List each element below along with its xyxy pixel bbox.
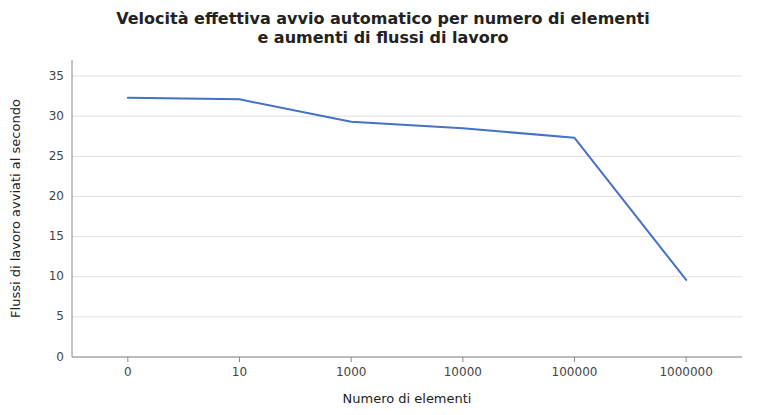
y-tick-label: 0	[56, 350, 64, 364]
x-tick	[686, 357, 687, 362]
y-tick-label: 20	[49, 189, 64, 203]
data-line	[128, 98, 686, 280]
chart-container: 0 5 10 15 20 25 30 35 0 10 1000 10000 100000 1000000 V…	[0, 0, 766, 415]
y-tick-label: 35	[49, 69, 64, 83]
grid-line	[72, 316, 742, 317]
y-tick-label: 30	[49, 109, 64, 123]
grid-line	[72, 357, 742, 358]
x-tick-label: 1000000	[659, 365, 712, 379]
grid-line	[72, 116, 742, 117]
title: Velocità effettiva avvio automatico per …	[116, 9, 650, 47]
y-tick-label: 15	[49, 229, 64, 243]
x-axis-line	[72, 357, 742, 358]
chart: 0 5 10 15 20 25 30 35 0 10 1000 10000 100000 1000000 V…	[0, 0, 766, 415]
grid-line	[72, 156, 742, 157]
y-tick-label: 10	[49, 269, 64, 283]
grid-line	[72, 196, 742, 197]
x-tick	[127, 357, 128, 362]
y-tick-label: 25	[49, 149, 64, 163]
x-tick-label: 10000	[444, 365, 482, 379]
y-tick-label: 5	[56, 309, 64, 323]
x-tick-label: 100000	[552, 365, 598, 379]
x-tick-label: 0	[124, 365, 132, 379]
x-tick	[574, 357, 575, 362]
x-tick	[462, 357, 463, 362]
grid-line	[72, 276, 742, 277]
x-axis-label: Numero di elementi	[343, 391, 472, 406]
x-tick-label: 1000	[336, 365, 367, 379]
x-tick	[351, 357, 352, 362]
x-tick	[239, 357, 240, 362]
grid-line	[72, 236, 742, 237]
y-axis-label: Flussi di lavoro avviati al secondo	[8, 99, 23, 318]
y-axis-line	[72, 60, 73, 357]
grid-line	[72, 76, 742, 77]
x-tick-label: 10	[232, 365, 247, 379]
grid	[72, 76, 742, 357]
plot-area	[128, 98, 686, 280]
